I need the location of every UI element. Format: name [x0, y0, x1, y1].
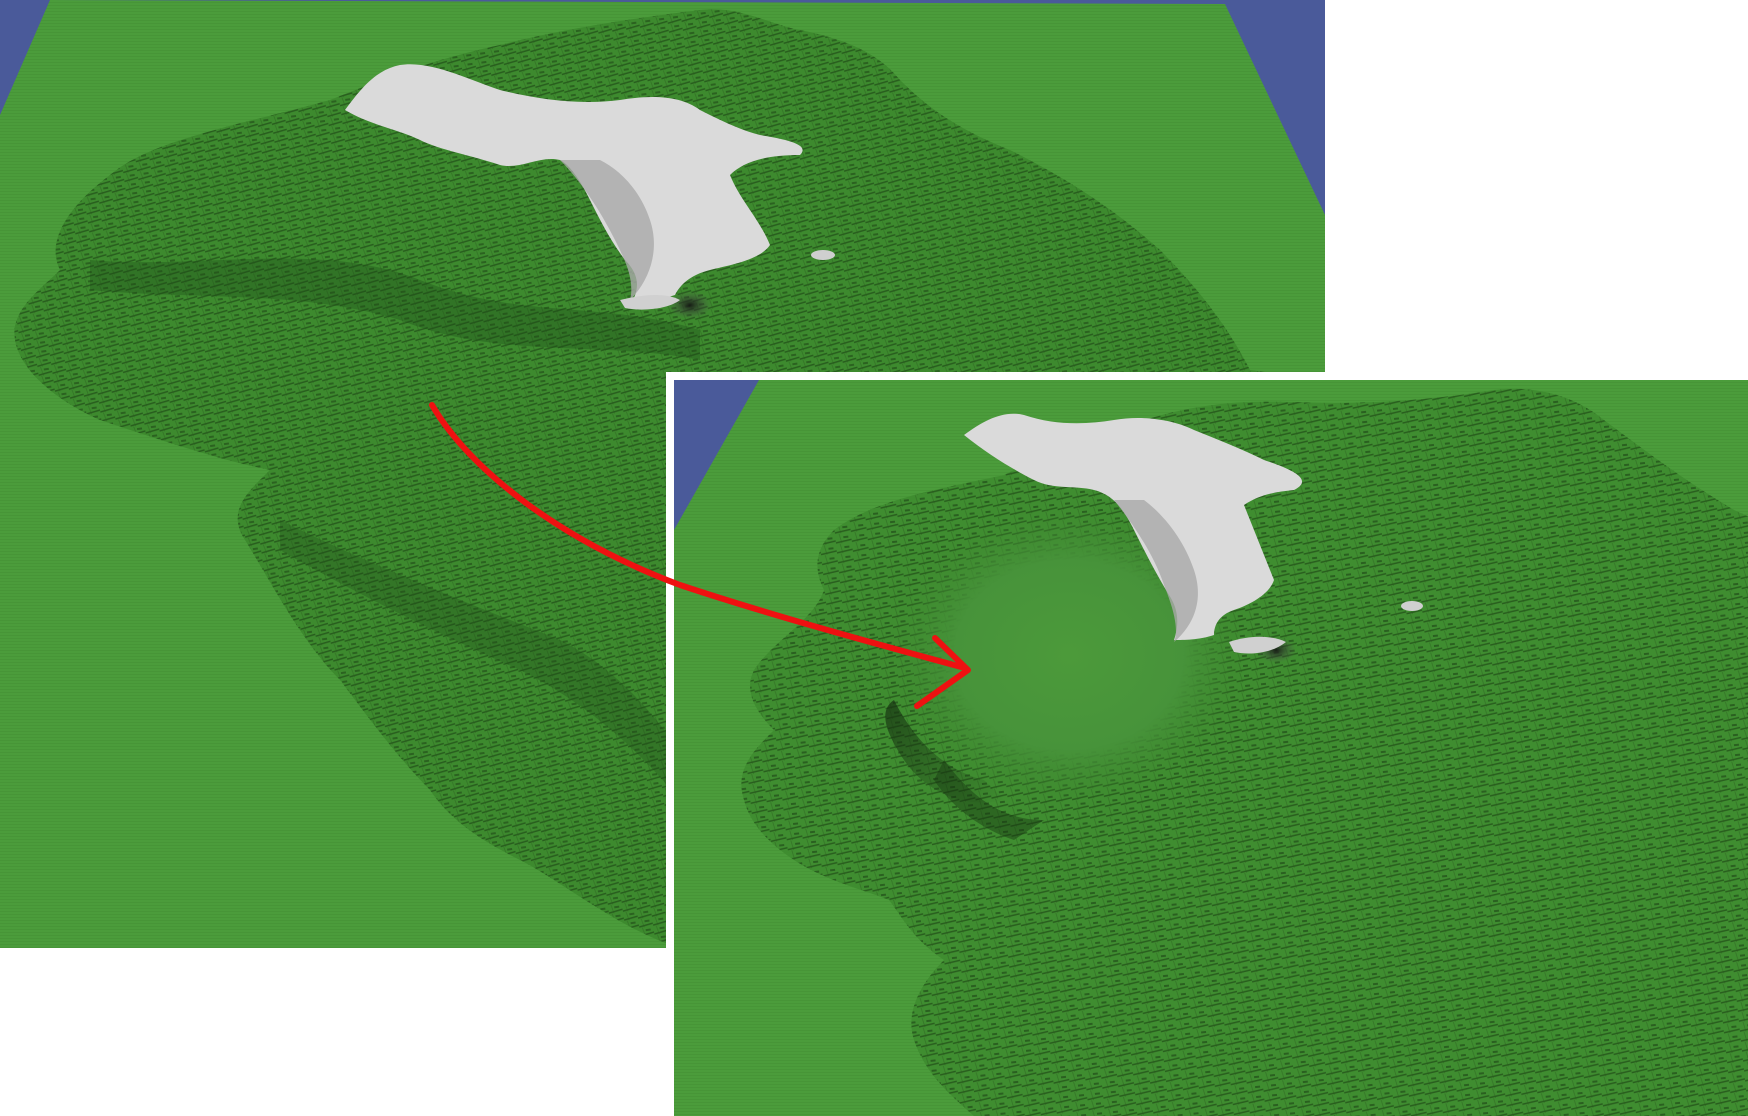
terrain-after-render [674, 380, 1748, 1116]
snow-cap [345, 64, 803, 305]
snow-spur [1229, 636, 1286, 654]
snow-spur [620, 295, 680, 310]
cliff-shadow [885, 700, 1004, 803]
flattened-area [894, 510, 1244, 800]
valley-shadow [280, 520, 700, 800]
snow-shade [560, 160, 654, 300]
peak-shadow [668, 291, 712, 319]
cliff-edge [934, 760, 1044, 840]
snow-shade [1114, 500, 1198, 642]
snow-cap [964, 413, 1303, 640]
margin-top-right [1325, 0, 1748, 372]
snow-patch [1401, 601, 1423, 611]
snow-patch [811, 250, 835, 260]
margin-bottom-left [0, 948, 666, 1108]
ridge-shadow [90, 258, 700, 360]
terrain-after-panel [666, 372, 1748, 1116]
